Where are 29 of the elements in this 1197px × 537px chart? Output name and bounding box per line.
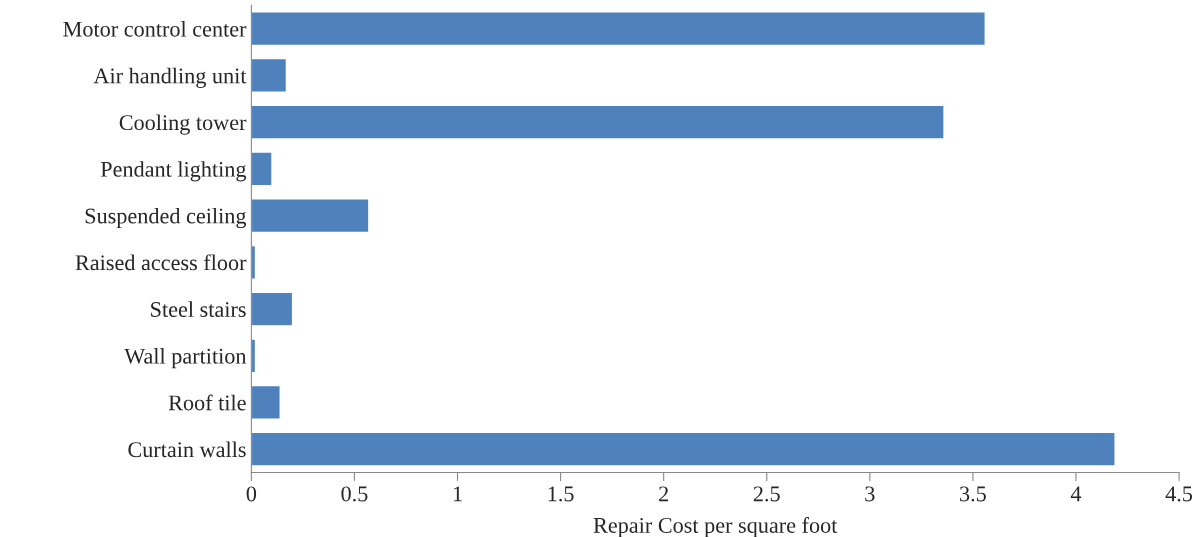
x-tick-label: 1.5: [548, 486, 574, 502]
x-tick-label: 2: [659, 486, 668, 502]
bar: [251, 57, 288, 93]
y-tick-label: Wall partition: [124, 348, 247, 369]
bar: [251, 431, 1116, 467]
y-tick-label: Raised access floor: [75, 254, 247, 271]
x-tick-label: 3.5: [960, 486, 986, 502]
bar: [251, 198, 370, 234]
bar: [251, 151, 273, 187]
x-tick-label: 1: [453, 486, 462, 502]
y-tick-label: Motor control center: [63, 21, 247, 37]
y-tick-label: Pendant lighting: [100, 161, 247, 182]
bar: [251, 384, 281, 420]
x-tick-label: 0: [246, 486, 257, 502]
y-tick-label: Cooling tower: [119, 114, 247, 135]
bar: [251, 291, 294, 327]
y-tick-label: Roof tile: [168, 394, 246, 411]
x-tick-label: 2.5: [753, 486, 780, 502]
x-tick-label: 3: [865, 486, 875, 502]
x-tick-label: 0.5: [341, 486, 368, 502]
y-tick-label: Air handling unit: [93, 67, 247, 88]
bar: [251, 11, 986, 47]
x-tick-label: 4.5: [1165, 486, 1193, 502]
y-tick-label: Steel stairs: [151, 301, 246, 317]
y-tick-label: Suspended ceiling: [85, 207, 247, 229]
y-tick-label: Curtain walls: [128, 441, 246, 458]
x-axis-title: Repair Cost per square foot: [593, 517, 838, 537]
bar: [251, 104, 945, 140]
x-tick-label: 4: [1070, 486, 1082, 502]
